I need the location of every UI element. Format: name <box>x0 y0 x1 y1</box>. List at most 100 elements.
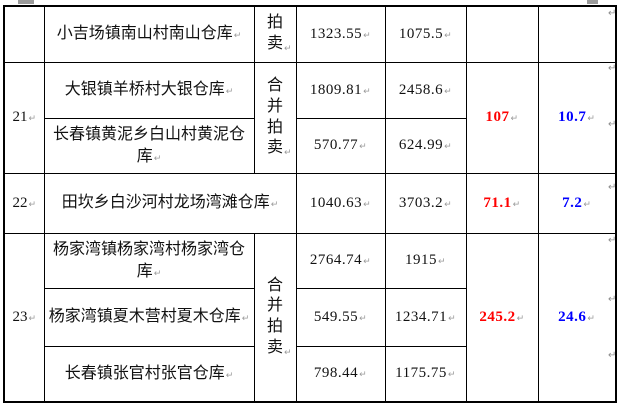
cell-v1-r20: 1323.55↵ <box>295 5 386 63</box>
paragraph-mark: ↵ <box>359 142 368 152</box>
value: 1234.71 <box>394 308 448 325</box>
sale-type-label: 合并拍卖 <box>266 76 283 157</box>
paragraph-mark: ↵ <box>516 313 525 324</box>
paragraph-mark: ↵ <box>363 30 372 41</box>
value: 624.99 <box>398 137 444 153</box>
value: 1809.81 <box>309 81 363 98</box>
cell-v2-r23b: 1234.71↵ <box>384 287 467 347</box>
cell-name-r23b: 杨家湾镇夏木营村夏木仓库↵ <box>43 287 255 347</box>
cell-blue-r23: 24.6↵ <box>537 232 617 403</box>
red-value: 107 <box>485 109 510 125</box>
paragraph-mark: ↵ <box>28 114 37 124</box>
paragraph-mark: ↵ <box>587 114 596 124</box>
paragraph-mark: ↵ <box>153 268 162 279</box>
table-row: 22↵ 田坎乡白沙河村龙场湾滩仓库↵ 1040.63↵ 3703.2↵ 71.1… <box>3 172 617 234</box>
paragraph-mark: ↵ <box>444 30 453 41</box>
paragraph-mark: ↵ <box>363 86 372 97</box>
cell-red-r22: 71.1↵ <box>465 172 539 234</box>
warehouse-name: 长春镇黄泥乡白山村黄泥仓库 <box>52 125 245 165</box>
red-value: 71.1 <box>483 194 512 211</box>
row-number: 22 <box>12 194 28 211</box>
sale-type-label: 拍卖 <box>266 14 283 53</box>
paragraph-mark: ↵ <box>225 87 234 98</box>
paragraph-mark: ↵ <box>359 370 368 381</box>
cell-no-r23: 23↵ <box>3 232 45 403</box>
paragraph-mark: ↵ <box>587 313 596 324</box>
value: 2764.74 <box>309 252 363 268</box>
paragraph-mark: ↵ <box>363 199 372 210</box>
table-row: 杨家湾镇夏木营村夏木仓库↵ 549.55↵ 1234.71↵ <box>4 287 616 347</box>
paragraph-mark: ↵ <box>241 314 250 325</box>
cell-v1-r21a: 1809.81↵ <box>295 61 386 119</box>
warehouse-name: 小吉场镇南山村南山仓库 <box>56 25 233 43</box>
table-row: 23↵ 杨家湾镇杨家湾村杨家湾仓库↵ 合并拍卖 ↵ 2764.74↵ 1915↵ … <box>3 232 617 403</box>
cell-sale-type-r23: 合并拍卖 ↵ <box>253 232 297 403</box>
cell-red-r21: 107↵ <box>465 61 539 174</box>
blue-value: 10.7 <box>558 109 587 125</box>
value: 1040.63 <box>309 194 363 211</box>
paragraph-mark: ↵ <box>363 257 372 267</box>
value: 549.55 <box>313 308 359 325</box>
row-number: 23 <box>12 308 28 325</box>
table-row: 长春镇张官村张官仓库↵ 798.44↵ 1175.75↵ <box>4 345 616 403</box>
paragraph-mark: ↵ <box>444 86 453 97</box>
warehouse-name: 杨家湾镇杨家湾村杨家湾仓库 <box>52 240 245 280</box>
red-value: 245.2 <box>479 308 516 325</box>
paragraph-mark: ↵ <box>510 114 519 124</box>
value: 1075.5 <box>398 25 444 42</box>
cell-v2-r22: 3703.2↵ <box>384 172 467 234</box>
paragraph-mark: ↵ <box>153 153 162 164</box>
paragraph-mark: ↵ <box>28 199 37 210</box>
cell-no-r21: 21↵ <box>3 61 45 174</box>
warehouse-name: 田坎乡白沙河村龙场湾滩仓库 <box>61 194 270 212</box>
cell-name-r21b: 长春镇黄泥乡白山村黄泥仓库↵ <box>43 117 255 174</box>
paragraph-mark: ↵ <box>437 257 447 267</box>
paragraph-mark: ↵ <box>283 347 292 358</box>
paragraph-mark: ↵ <box>270 200 279 211</box>
value: 3703.2 <box>398 194 444 211</box>
cell-v2-r23a: 1915↵ <box>384 232 467 289</box>
blue-value: 24.6 <box>558 308 587 325</box>
row-number: 21 <box>12 109 28 125</box>
warehouse-name: 大银镇羊桥村大银仓库 <box>64 81 225 99</box>
cell-v1-r23a: 2764.74↵ <box>295 232 386 289</box>
cell-v2-r21b: 624.99↵ <box>384 117 467 174</box>
paragraph-mark: ↵ <box>447 370 456 381</box>
cell-blue-r21: 10.7↵ <box>537 61 617 174</box>
cell-blue-r22: 7.2↵ <box>537 172 617 234</box>
cell-v1-r23b: 549.55↵ <box>295 287 386 347</box>
paragraph-mark: ↵ <box>444 199 453 210</box>
paragraph-mark: ↵ <box>283 148 292 159</box>
cell-name-r22: 田坎乡白沙河村龙场湾滩仓库↵ <box>43 172 297 234</box>
cell-v2-r20: 1075.5↵ <box>384 5 467 63</box>
cell-name-r23a: 杨家湾镇杨家湾村杨家湾仓库↵ <box>43 232 255 289</box>
cell-no-r20 <box>3 5 45 63</box>
cell-name-r21a: 大银镇羊桥村大银仓库↵ <box>43 61 255 119</box>
cell-name-r20: 小吉场镇南山村南山仓库↵ <box>43 5 255 63</box>
warehouse-name: 长春镇张官村张官仓库 <box>64 364 225 382</box>
cell-v1-r21b: 570.77↵ <box>295 117 386 174</box>
warehouse-auction-table: 小吉场镇南山村南山仓库↵ 拍卖 ↵ 1323.55↵ 1075.5↵ 21↵ 大银… <box>3 5 617 403</box>
cell-v2-r21a: 2458.6↵ <box>384 61 467 119</box>
value: 2458.6 <box>398 81 444 98</box>
paragraph-mark: ↵ <box>512 199 521 210</box>
cell-blue-r20 <box>537 5 617 63</box>
paragraph-mark: ↵ <box>444 142 453 152</box>
paragraph-mark: ↵ <box>448 313 457 324</box>
value: 798.44 <box>313 365 359 382</box>
cell-name-r23c: 长春镇张官村张官仓库↵ <box>43 345 255 403</box>
cropped-text-remnant-right <box>587 0 598 4</box>
paragraph-mark: ↵ <box>233 31 242 42</box>
paragraph-mark: ↵ <box>225 370 234 381</box>
value: 1323.55 <box>309 25 363 42</box>
warehouse-name: 杨家湾镇夏木营村夏木仓库 <box>48 308 241 326</box>
cell-v2-r23c: 1175.75↵ <box>384 345 467 403</box>
value: 1175.75 <box>395 365 447 382</box>
table-row: 21↵ 大银镇羊桥村大银仓库↵ 合并拍卖 ↵ 1809.81↵ 2458.6↵ 1… <box>3 61 617 174</box>
paragraph-mark: ↵ <box>283 44 292 55</box>
table-row: 小吉场镇南山村南山仓库↵ 拍卖 ↵ 1323.55↵ 1075.5↵ <box>3 5 617 63</box>
paragraph-mark: ↵ <box>359 313 368 324</box>
paragraph-mark: ↵ <box>583 199 592 210</box>
value: 1915 <box>404 252 437 268</box>
